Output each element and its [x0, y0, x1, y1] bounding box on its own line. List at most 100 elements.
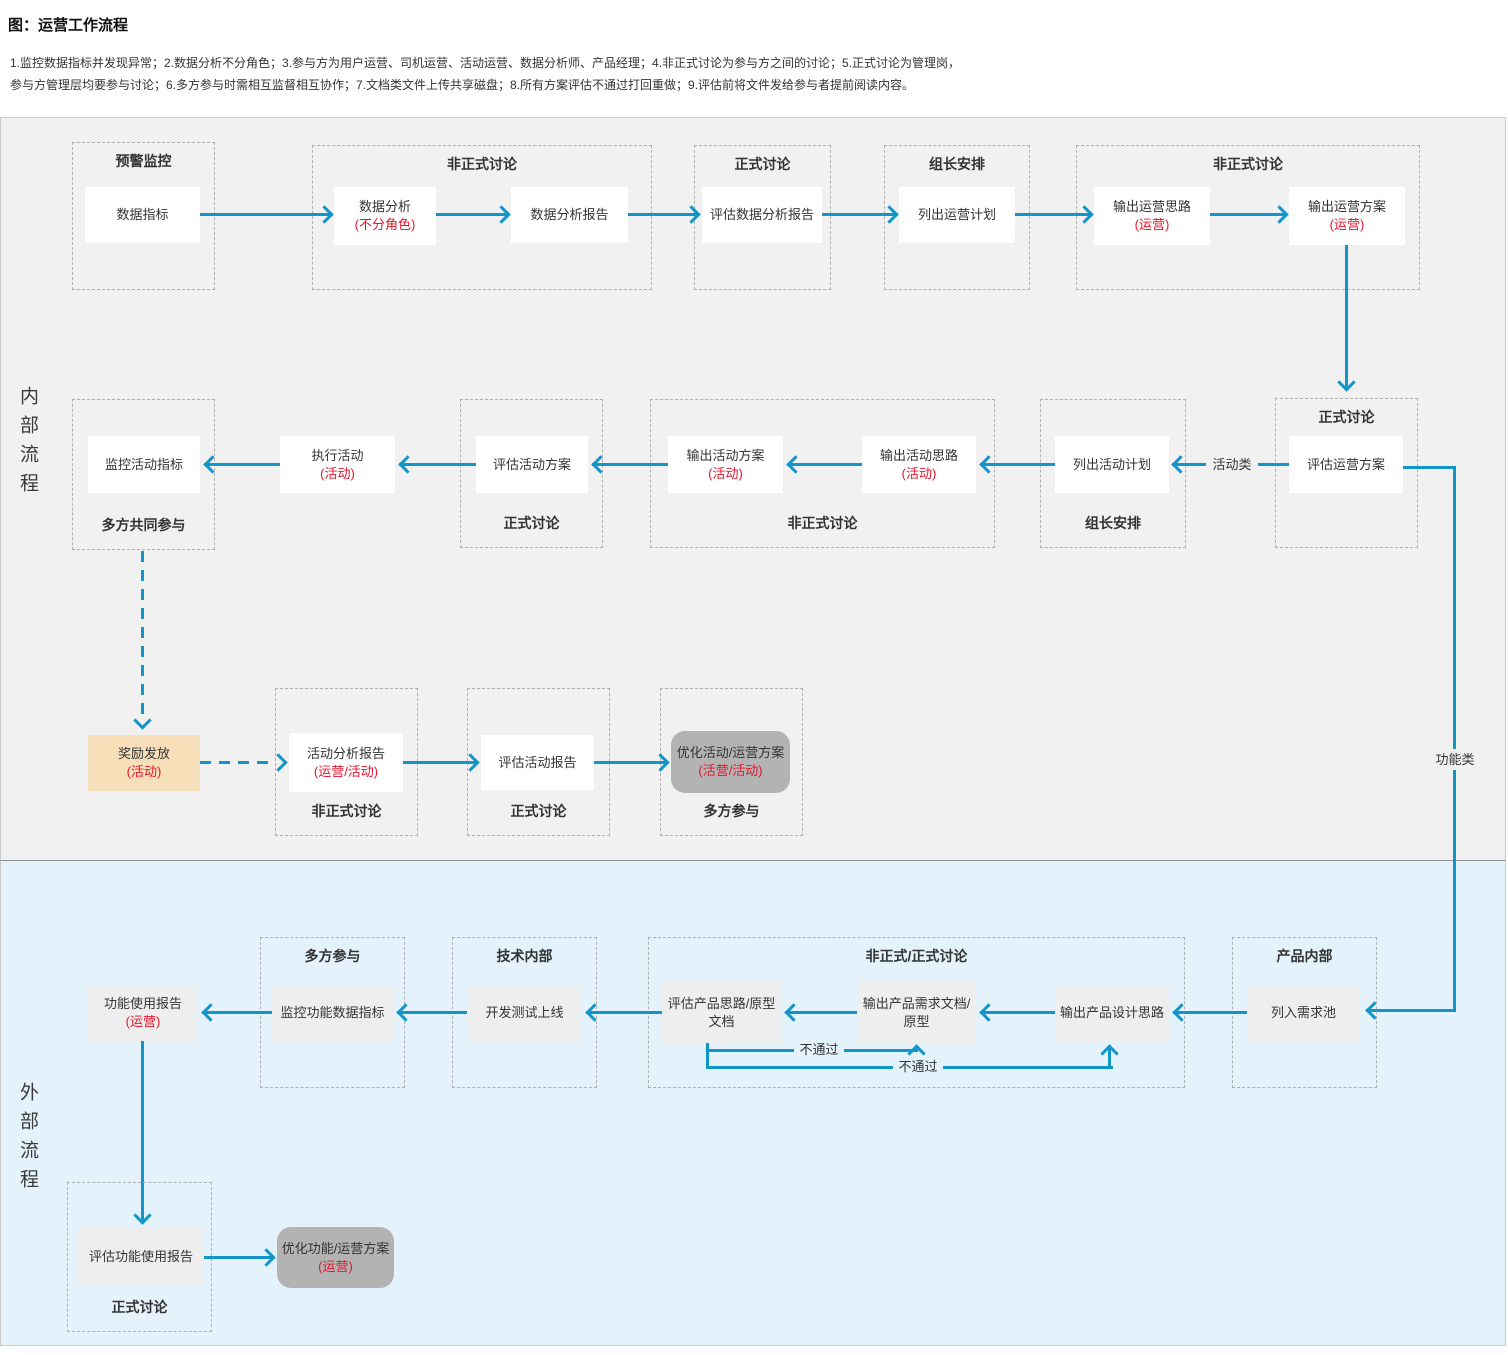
group-label: 正式讨论	[111, 1299, 168, 1315]
external-process-region	[0, 860, 1506, 1346]
node-title: 列入需求池	[1270, 1005, 1336, 1020]
group-label: 非正式讨论	[1213, 156, 1283, 172]
node-title: 评估数据分析报告	[709, 207, 814, 222]
node-subtitle: (不分角色)	[354, 217, 416, 232]
arrow-line	[594, 761, 668, 764]
node-data-analysis: 数据分析 (不分角色)	[334, 187, 436, 245]
arrow-line	[403, 761, 478, 764]
node-eval-func-report: 评估功能使用报告	[78, 1228, 204, 1286]
node-title: 输出活动思路	[879, 447, 958, 463]
group-label: 非正式讨论	[787, 515, 858, 531]
node-title: 功能使用报告	[103, 996, 182, 1011]
node-title: 优化功能/运营方案	[281, 1240, 390, 1256]
node-title: 数据指标	[116, 207, 169, 222]
group-label: 正式讨论	[510, 803, 567, 819]
node-data-report: 数据分析报告	[511, 187, 628, 243]
group-multi-participate-1: 多方共同参与	[72, 399, 215, 550]
arrow-line	[397, 1011, 467, 1014]
group-label: 多方参与	[703, 803, 760, 819]
node-title: 列出运营计划	[917, 207, 996, 222]
page-title: 图：运营工作流程	[8, 17, 129, 34]
edge-label-function-type: 功能类	[1430, 749, 1480, 770]
group-alert-monitor: 预警监控	[72, 142, 215, 290]
node-subtitle: (活动)	[901, 465, 937, 481]
arrow-line	[200, 213, 330, 216]
feedback-line	[1108, 1048, 1111, 1069]
arrow-line-dashed	[200, 761, 276, 764]
edge-label-fail-2: 不通过	[893, 1056, 943, 1077]
node-title: 数据分析报告	[530, 207, 609, 222]
node-subtitle: (运营)	[1134, 217, 1170, 232]
arrow-line	[980, 463, 1055, 466]
external-region-label: 外部流程	[17, 1082, 38, 1198]
arrow-line	[787, 463, 862, 466]
node-list-act-plan: 列出活动计划	[1055, 436, 1169, 493]
node-subtitle: (运营)	[318, 1258, 353, 1274]
node-list-op-plan: 列出运营计划	[899, 187, 1015, 243]
connector-line	[1366, 1009, 1456, 1012]
node-title: 开发测试上线	[485, 1005, 564, 1020]
node-out-prd: 输出产品需求文档/原型	[857, 982, 976, 1043]
arrow-line	[204, 463, 280, 466]
node-title: 活动分析报告	[306, 745, 385, 761]
arrow-line	[1345, 245, 1348, 389]
group-label: 多方共同参与	[101, 517, 186, 533]
node-title: 输出运营思路	[1112, 199, 1191, 214]
arrow-line	[785, 1011, 857, 1014]
group-formal-1: 正式讨论	[694, 145, 831, 290]
node-requirement-pool: 列入需求池	[1247, 985, 1360, 1041]
arrow-line	[1015, 213, 1090, 216]
node-title: 评估功能使用报告	[88, 1249, 193, 1264]
edge-label-activity-type: 活动类	[1206, 454, 1258, 475]
node-subtitle: (运营/活动)	[313, 763, 379, 779]
arrow-line	[628, 213, 697, 216]
node-title: 执行活动	[311, 447, 364, 463]
node-subtitle: (运营)	[125, 1014, 161, 1029]
arrow-line-dashed	[141, 551, 144, 721]
notes-line-1: 1.监控数据指标并发现异常；2.数据分析不分角色；3.参与方为用户运营、司机运营…	[10, 56, 961, 70]
node-title: 评估产品思路/原型文档	[667, 995, 776, 1029]
node-title: 监控活动指标	[104, 456, 183, 472]
node-dev-test: 开发测试上线	[467, 985, 582, 1041]
node-eval-op-plan: 评估运营方案	[1289, 436, 1403, 493]
connector-line	[1453, 466, 1456, 1012]
node-out-design: 输出产品设计思路	[1055, 985, 1169, 1041]
node-data-indicator: 数据指标	[85, 187, 200, 243]
group-label: 正式讨论	[1318, 409, 1375, 425]
node-func-report: 功能使用报告 (运营)	[88, 985, 198, 1041]
group-label: 多方参与	[304, 948, 361, 964]
arrow-line	[202, 1011, 272, 1014]
node-subtitle: (运营)	[1329, 217, 1365, 232]
node-monitor-act: 监控活动指标	[88, 436, 200, 493]
arrow-line	[586, 1011, 662, 1014]
group-leader-1: 组长安排	[884, 145, 1030, 290]
node-eval-proto: 评估产品思路/原型文档	[662, 982, 781, 1043]
group-formal-2: 正式讨论	[1275, 398, 1418, 548]
node-title: 输出产品需求文档/原型	[862, 995, 971, 1029]
group-formal-3: 正式讨论	[460, 399, 603, 548]
node-title: 输出产品设计思路	[1059, 1005, 1164, 1020]
node-out-act-idea: 输出活动思路 (活动)	[862, 436, 976, 493]
node-subtitle: (活动)	[708, 465, 743, 481]
arrow-line	[141, 1041, 144, 1221]
node-title: 监控功能数据指标	[280, 1005, 385, 1020]
internal-region-label: 内部流程	[17, 386, 38, 502]
group-label: 技术内部	[496, 948, 553, 964]
group-label: 预警监控	[115, 153, 172, 169]
node-title: 优化活动/运营方案	[676, 745, 785, 760]
connector-line	[1403, 466, 1456, 469]
node-title: 列出活动计划	[1072, 456, 1151, 472]
arrow-line	[1210, 213, 1286, 216]
node-title: 奖励发放	[117, 746, 170, 761]
node-exec-act: 执行活动 (活动)	[280, 436, 395, 493]
group-label: 正式讨论	[734, 156, 791, 172]
group-label: 非正式讨论	[447, 156, 517, 172]
node-title: 评估活动报告	[498, 754, 577, 770]
arrow-line	[980, 1011, 1055, 1014]
node-title: 输出活动方案	[686, 447, 765, 463]
node-title: 输出运营方案	[1307, 199, 1386, 214]
arrow-line	[436, 213, 508, 216]
arrow-line	[822, 213, 896, 216]
node-title: 评估运营方案	[1306, 456, 1385, 472]
